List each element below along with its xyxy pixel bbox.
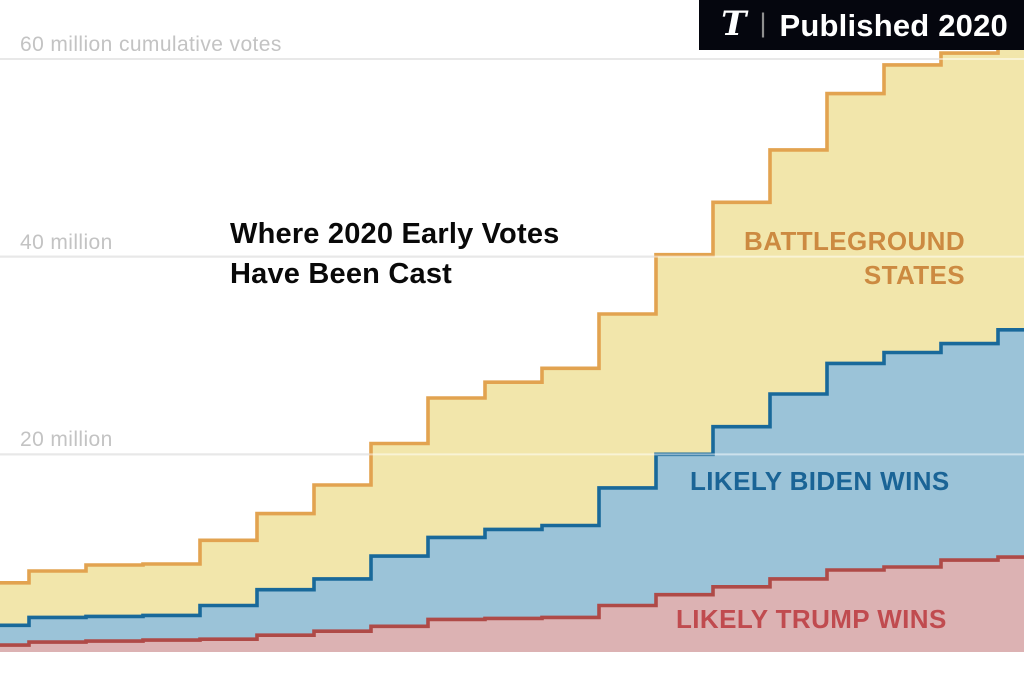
series-label-trump: LIKELY TRUMP WINS	[676, 604, 947, 634]
badge-divider: |	[759, 8, 767, 38]
series-label-battleground: BATTLEGROUND STATES	[744, 226, 965, 290]
series-label-biden: LIKELY BIDEN WINS	[690, 466, 950, 496]
y-axis-label-20: 20 million	[20, 428, 113, 452]
y-axis-label-40: 40 million	[20, 230, 113, 254]
badge-label: Published 2020	[779, 7, 1008, 43]
page-title: Where 2020 Early Votes Have Been Cast	[230, 214, 559, 294]
page-title-line1: Where 2020 Early Votes	[230, 218, 560, 250]
page-title-line2: Have Been Cast	[230, 258, 453, 290]
published-badge: T | Published 2020	[699, 0, 1024, 50]
y-axis-label-60: 60 million cumulative votes	[20, 33, 282, 56]
nyt-logo-icon: T	[721, 3, 747, 44]
